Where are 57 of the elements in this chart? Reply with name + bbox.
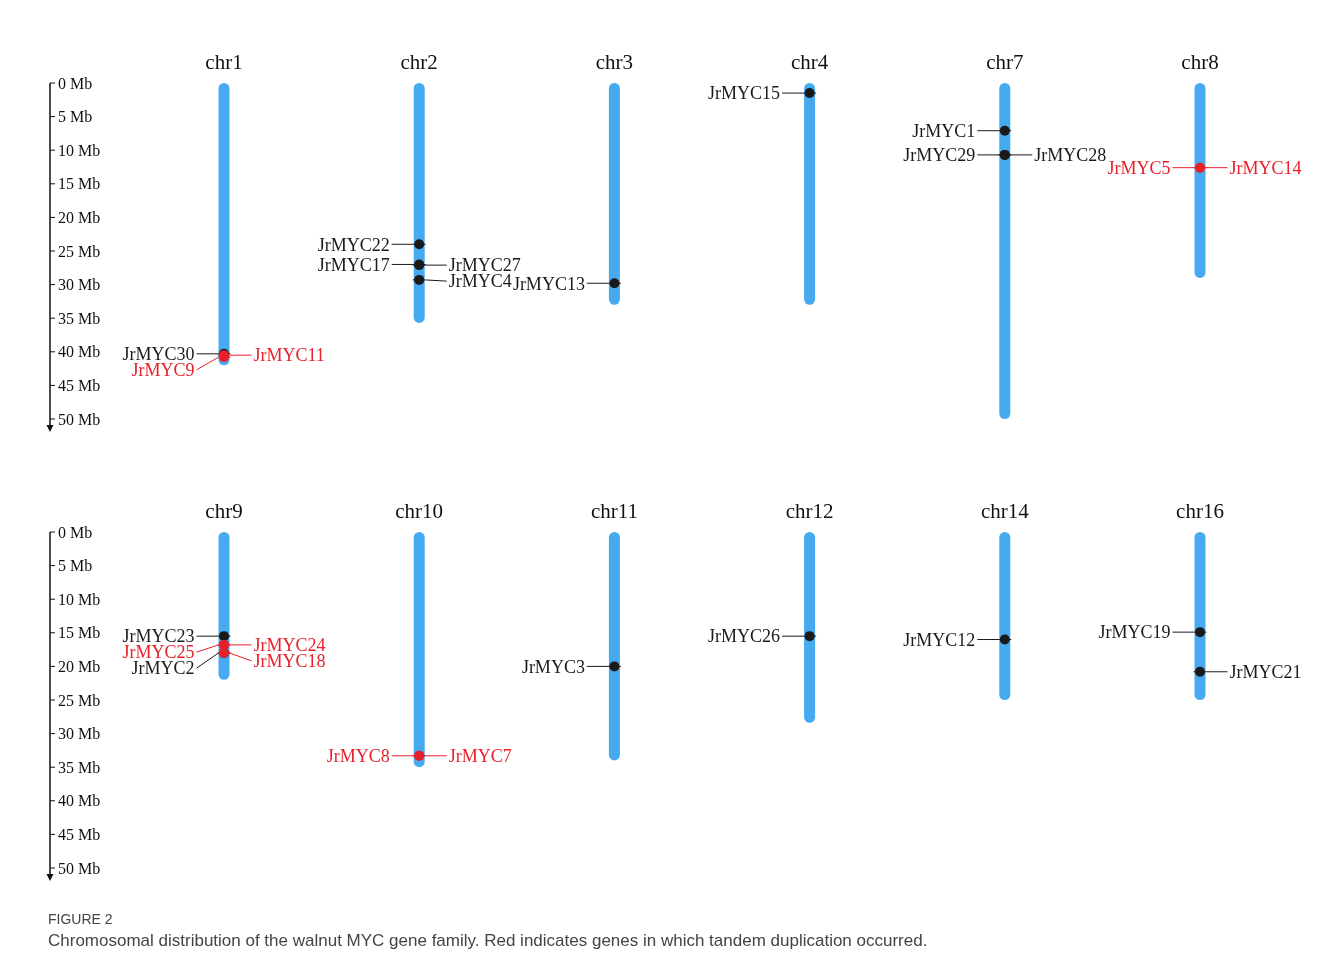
data-label: JrMYC21 (1229, 662, 1302, 683)
data-label: JrMYC8 (326, 746, 390, 767)
y-tick-label: 40 Mb (58, 343, 101, 361)
data-label: JrMYC2 (131, 658, 195, 679)
y-tick-label: 35 Mb (58, 758, 101, 776)
y-tick-label: 50 Mb (58, 859, 101, 877)
y-tick-label: 5 Mb (58, 108, 93, 126)
x-tick-label: chr4 (790, 50, 829, 74)
data-label: JrMYC11 (253, 345, 325, 366)
y-tick-label: 30 Mb (58, 725, 101, 743)
y-tick-label: 20 Mb (58, 209, 101, 226)
caption: FIGURE 2 (48, 911, 113, 927)
x-tick-label: chr3 (595, 50, 634, 74)
data-label: JrMYC26 (708, 626, 781, 647)
data-label: JrMYC22 (317, 234, 390, 255)
y-tick-label: 10 Mb (58, 590, 101, 608)
data-label: JrMYC13 (512, 273, 585, 294)
data-label: JrMYC14 (1229, 157, 1302, 178)
data-label: JrMYC7 (448, 746, 512, 767)
y-tick-label: 25 Mb (58, 691, 101, 709)
data-label: JrMYC4 (448, 271, 512, 292)
y-tick-label: 30 Mb (58, 276, 101, 294)
x-tick-label: chr10 (395, 499, 444, 523)
x-tick-label: chr8 (1181, 50, 1219, 74)
x-tick-label: chr9 (205, 499, 243, 523)
text: Chromosomal distribution of the walnut MYC gene family. Red indicates genes in which tandem duplication occurred. (48, 931, 928, 950)
data-label: JrMYC17 (317, 254, 390, 275)
data-label: JrMYC5 (1107, 157, 1171, 178)
y-tick-label: 40 Mb (58, 792, 101, 810)
data-label: JrMYC12 (903, 629, 976, 650)
y-tick-label: 50 Mb (58, 410, 101, 428)
y-tick-label: 45 Mb (58, 377, 101, 394)
data-label: JrMYC9 (131, 360, 195, 381)
x-tick-label: chr14 (980, 499, 1030, 523)
x-tick-label: chr7 (986, 50, 1024, 74)
data-label: JrMYC29 (903, 145, 976, 166)
x-tick-label: chr11 (590, 499, 638, 523)
y-tick-label: 10 Mb (58, 141, 101, 159)
data-label: JrMYC3 (521, 656, 585, 677)
y-tick-label: 20 Mb (58, 658, 101, 675)
y-tick-label: 35 Mb (58, 309, 101, 327)
y-tick-label: 15 Mb (58, 175, 101, 193)
x-tick-label: chr2 (400, 50, 438, 74)
data-label: JrMYC19 (1098, 622, 1171, 643)
x-tick-label: chr16 (1176, 499, 1224, 523)
y-tick-label: 25 Mb (58, 242, 101, 260)
x-tick-label: chr1 (205, 50, 243, 74)
data-label: JrMYC1 (912, 121, 976, 142)
data-label: JrMYC15 (708, 83, 781, 104)
data-label: JrMYC28 (1034, 145, 1107, 166)
x-tick-label: chr12 (785, 499, 834, 523)
data-label: JrMYC18 (253, 651, 326, 672)
y-tick-label: 0 Mb (58, 74, 93, 92)
y-tick-label: 15 Mb (58, 624, 101, 642)
y-tick-label: 45 Mb (58, 826, 101, 843)
y-tick-label: 0 Mb (58, 523, 93, 541)
y-tick-label: 5 Mb (58, 557, 93, 575)
